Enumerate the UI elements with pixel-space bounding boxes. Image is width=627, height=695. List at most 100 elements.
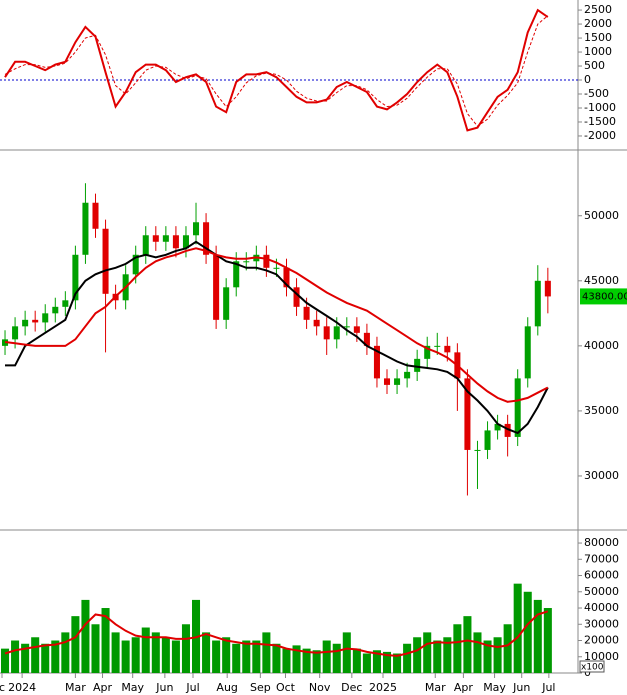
candle-body	[323, 326, 330, 340]
volume-bar	[262, 632, 271, 673]
candle-body	[142, 235, 149, 255]
volume-bar	[302, 648, 311, 673]
series-line	[4, 610, 549, 657]
x-tick-label: Jun	[155, 681, 173, 694]
volume-bar	[483, 640, 492, 673]
candle-body	[504, 423, 511, 437]
y-tick-label: 0	[584, 73, 591, 86]
volume-bar	[141, 627, 150, 673]
y-tick-label: -1000	[584, 101, 616, 114]
volume-bar	[161, 637, 170, 673]
candle-body	[42, 313, 49, 323]
y-tick-label: 80000	[584, 536, 619, 549]
candle-body	[243, 261, 250, 263]
candle-body	[414, 358, 421, 372]
y-tick-label: 500	[584, 59, 605, 72]
volume-bar	[403, 643, 412, 673]
volume-bar	[503, 624, 512, 673]
candle-body	[474, 449, 481, 451]
candle-body	[92, 202, 99, 229]
volume-bar	[393, 653, 402, 673]
candle-body	[182, 235, 189, 249]
volume-bar	[232, 643, 241, 673]
volume-bar	[252, 640, 261, 673]
volume-bar	[493, 637, 502, 673]
candle-body	[293, 287, 300, 307]
y-tick-label: -500	[584, 87, 609, 100]
y-tick-label: -1500	[584, 115, 616, 128]
candle-body	[203, 222, 210, 255]
volume-bar	[71, 616, 80, 673]
volume-bar	[212, 640, 221, 673]
candle-body	[32, 319, 39, 323]
candle-body	[72, 254, 79, 301]
x-tick-label: 2024	[8, 681, 36, 694]
candle-body	[52, 306, 59, 314]
volume-bar	[151, 632, 160, 673]
volume-bar	[413, 637, 422, 673]
volume-bar	[433, 640, 442, 673]
candle-body	[383, 378, 391, 385]
volume-bar	[463, 616, 472, 673]
y-tick-label: 50000	[584, 585, 619, 598]
volume-bar	[51, 640, 60, 673]
series-line	[4, 15, 549, 127]
y-tick-label: 70000	[584, 552, 619, 565]
candle-body	[464, 378, 471, 450]
y-tick-label: 2500	[584, 3, 612, 16]
y-tick-label: -2000	[584, 129, 616, 142]
candle-body	[434, 345, 441, 347]
candle-body	[283, 267, 290, 288]
volume-bar	[171, 640, 180, 673]
candle-body	[213, 254, 220, 320]
y-tick-label: 50000	[584, 209, 619, 222]
x-tick-label: Mar	[65, 681, 86, 694]
x-tick-label: c	[0, 681, 5, 694]
x-tick-label: Nov	[309, 681, 331, 694]
volume-bar	[131, 637, 140, 673]
volume-bar	[41, 643, 50, 673]
candle-body	[343, 326, 350, 328]
candle-body	[223, 287, 230, 320]
last-price-label: 43800.00	[582, 291, 627, 302]
candle-body	[424, 345, 431, 359]
candle-body	[162, 235, 169, 242]
last-price-box	[580, 288, 627, 305]
volume-bar	[202, 632, 211, 673]
series-line	[4, 8, 549, 132]
y-tick-label: 45000	[584, 274, 619, 287]
volume-bar	[111, 632, 120, 673]
y-tick-label: 10000	[584, 650, 619, 663]
candle-body	[152, 235, 159, 242]
candle-body	[263, 254, 270, 268]
x-tick-label: Jun	[512, 681, 530, 694]
candle-body	[82, 202, 89, 255]
volume-bar	[352, 648, 361, 673]
volume-bar	[533, 599, 542, 673]
candle-body	[373, 345, 380, 379]
candle-body	[132, 254, 139, 275]
candle-body	[353, 326, 360, 333]
x-tick-label: Sep	[250, 681, 271, 694]
candle-body	[514, 378, 521, 437]
x-tick-label: May	[121, 681, 144, 694]
volume-bar	[31, 637, 40, 673]
volume-bar	[543, 608, 552, 673]
x-tick-label: Dec	[341, 681, 362, 694]
y-tick-label: 40000	[584, 339, 619, 352]
volume-bar	[443, 637, 452, 673]
volume-bar	[523, 591, 532, 673]
y-tick-label: 1500	[584, 31, 612, 44]
x-tick-label: Mar	[425, 681, 446, 694]
volume-bar	[21, 643, 30, 673]
volume-bar	[423, 632, 432, 673]
candle-body	[62, 300, 69, 307]
volume-bar	[453, 624, 462, 673]
volume-bar	[11, 640, 20, 673]
volume-bar	[362, 653, 371, 673]
candle-body	[394, 378, 401, 385]
x-tick-label: Apr	[454, 681, 474, 694]
volume-bar	[181, 624, 190, 673]
